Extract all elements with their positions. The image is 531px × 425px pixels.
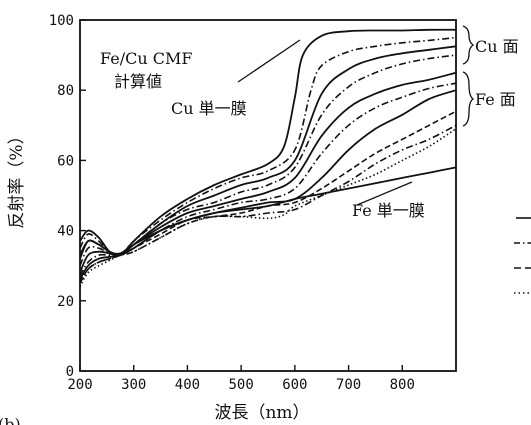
x-tick-label: 700 (336, 377, 361, 393)
x-tick-label: 800 (390, 377, 415, 393)
label-fe-side: Fe 面 (475, 90, 516, 109)
leader-fe-single (356, 181, 413, 206)
series-line-10 (79, 128, 457, 288)
y-tick-label: 40 (57, 224, 74, 240)
y-tick-label: 0 (66, 364, 74, 380)
y-tick-label: 20 (57, 294, 74, 310)
plot-frame (79, 19, 457, 372)
annotation-computed: Fe/Cu CMF (100, 49, 192, 68)
series-line-6 (79, 82, 457, 277)
bracket-fe (462, 71, 475, 127)
series-line-5 (79, 71, 457, 274)
y-tick-label: 100 (49, 13, 74, 29)
legend-fragments (514, 217, 531, 294)
annotation-computed-line2: 計算値 (114, 72, 162, 91)
leader-computed (237, 39, 301, 83)
x-tick-label: 400 (175, 377, 200, 393)
series-line-2 (79, 36, 457, 257)
label-cu-side: Cu 面 (475, 37, 519, 56)
bracket-cu (462, 25, 475, 65)
y-axis-title: 反射率（%） (7, 127, 27, 228)
y-tick-label: 60 (57, 153, 74, 169)
annotation-cu-single: Cu 単一膜 (171, 99, 247, 118)
series-layer (79, 28, 457, 288)
plot-border (79, 19, 457, 372)
x-tick-label: 500 (228, 377, 253, 393)
x-tick-label: 200 (67, 377, 92, 393)
series-line-9 (79, 124, 457, 284)
x-tick-label: 600 (282, 377, 307, 393)
x-axis-title: 波長（nm） (214, 403, 309, 423)
annotation-fe-single: Fe 単一膜 (352, 201, 425, 220)
series-line-8 (79, 110, 457, 284)
x-tick-label: 300 (121, 377, 146, 393)
y-tick-label: 80 (57, 83, 74, 99)
series-line-11 (79, 166, 457, 256)
tick-layer: 200 300 400 500 600 700 800 0 20 40 60 80 100 (49, 13, 415, 393)
series-line-4 (79, 54, 457, 267)
panel-label: (b) (0, 415, 21, 425)
